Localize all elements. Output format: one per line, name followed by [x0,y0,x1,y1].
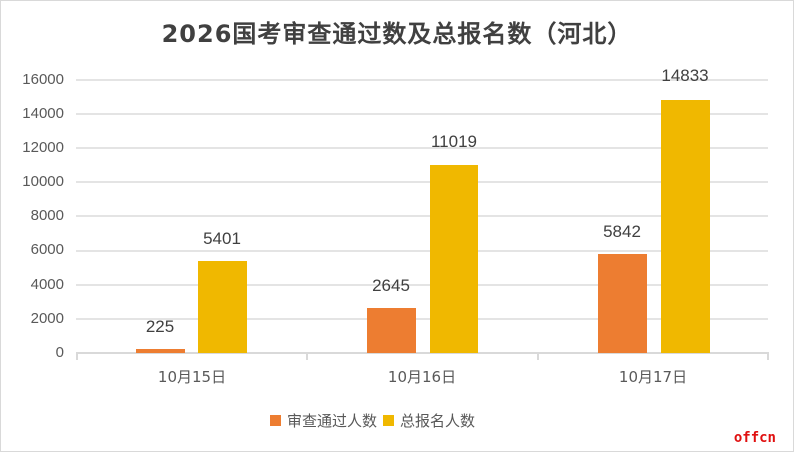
y-tick-16000: 16000 [22,71,64,88]
y-tick-2000: 2000 [30,310,64,327]
gridline [76,181,768,183]
y-tick-6000: 6000 [30,241,64,258]
x-label-oct17: 10月17日 [618,368,688,386]
bar-passed-oct17 [598,254,647,353]
x-axis-tick [537,352,539,360]
y-tick-8000: 8000 [30,207,64,224]
x-axis-tick [76,352,78,360]
bar-passed-oct16 [367,308,416,353]
x-label-oct15: 10月15日 [157,368,227,386]
value-label-total-oct16: 11019 [430,132,477,151]
y-tick-0: 0 [55,344,64,361]
legend: 审查通过人数 总报名人数 [270,410,475,431]
legend-label-passed: 审查通过人数 [287,412,378,430]
x-label-oct16: 10月16日 [387,368,457,386]
y-tick-10000: 10000 [22,173,64,190]
gridline [76,113,768,115]
value-label-passed-oct15: 225 [145,317,175,336]
gridline [76,318,768,320]
x-axis-tick [306,352,308,360]
value-label-passed-oct16: 2645 [372,276,410,295]
gridline [76,79,768,81]
bar-total-oct15 [198,261,247,353]
gridline [76,147,768,149]
gridline [76,215,768,217]
value-label-total-oct17: 14833 [661,66,709,85]
y-tick-12000: 12000 [22,139,64,156]
x-axis-tick [767,352,769,360]
legend-swatch-orange [270,415,281,426]
legend-item-total: 总报名人数 [383,410,475,431]
value-label-passed-oct17: 5842 [603,222,641,241]
y-tick-14000: 14000 [22,105,64,122]
x-axis [76,352,768,354]
legend-swatch-yellow [383,415,395,426]
bar-total-oct16 [430,165,478,353]
value-label-total-oct15: 5401 [203,229,241,248]
legend-label-total: 总报名人数 [400,412,476,430]
bar-total-oct17 [661,100,710,353]
gridline [76,250,768,252]
legend-item-passed: 审查通过人数 [270,410,377,431]
chart-title: 2026国考审查通过数及总报名数（河北） [161,20,633,48]
y-tick-4000: 4000 [30,276,64,293]
gridline [76,284,768,286]
watermark-logo: offcn [733,430,776,446]
bar-passed-oct15 [136,349,185,353]
